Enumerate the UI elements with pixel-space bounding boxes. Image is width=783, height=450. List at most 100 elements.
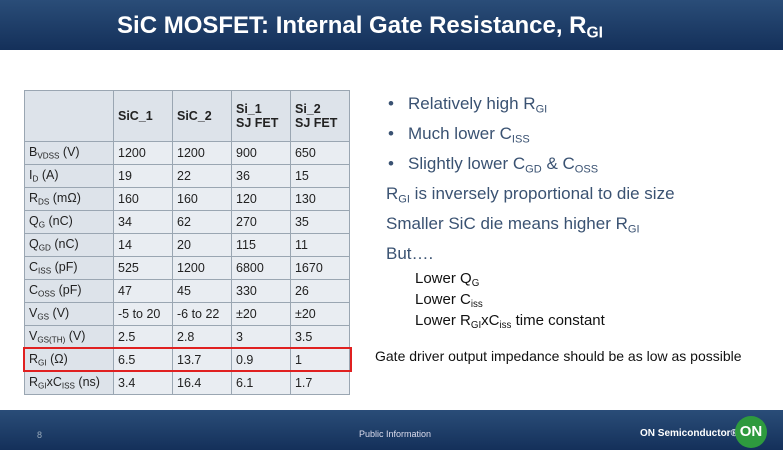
table-row: ID (A) 19 22 36 15 bbox=[24, 164, 351, 188]
sub-line: Lower QG bbox=[415, 270, 479, 289]
text: SiC MOSFET: Internal Gate Resistance, R bbox=[117, 12, 587, 39]
table-row: VGS (V) -5 to 20 -6 to 22 ±20 ±20 bbox=[24, 302, 351, 326]
text: Lower C bbox=[415, 291, 471, 308]
subscript: GD bbox=[38, 243, 51, 253]
column-header: SiC_2 bbox=[172, 90, 232, 142]
cell: -5 to 20 bbox=[113, 302, 173, 326]
company: ON Semiconductor® bbox=[640, 428, 738, 439]
note: Gate driver output impedance should be a… bbox=[375, 348, 742, 364]
subscript: DS bbox=[38, 197, 50, 207]
cell: 1200 bbox=[172, 256, 232, 280]
header-line: Si_2 bbox=[294, 102, 321, 116]
bullet: Slightly lower CGD & COSS bbox=[388, 154, 598, 175]
text: (nC) bbox=[45, 214, 73, 229]
subscript: ISS bbox=[61, 381, 75, 391]
row-label: RGIxCISS (ns) bbox=[24, 371, 114, 395]
text: Relatively high R bbox=[408, 94, 536, 113]
header-row: SiC_1 SiC_2 Si_1 SJ FET Si_2 SJ FET bbox=[24, 90, 351, 142]
cell: 2.5 bbox=[113, 325, 173, 349]
cell: 6.1 bbox=[231, 371, 291, 395]
text-run: Relatively high RGI bbox=[408, 94, 547, 115]
cell: 160 bbox=[172, 187, 232, 211]
text: R bbox=[29, 191, 39, 206]
subscript: GI bbox=[470, 319, 482, 331]
logo: ON bbox=[735, 416, 767, 448]
text: (ns) bbox=[74, 375, 100, 390]
cell: 330 bbox=[231, 279, 291, 303]
subscript: VDSS bbox=[37, 151, 60, 161]
text: V bbox=[29, 329, 38, 344]
cell: 270 bbox=[231, 210, 291, 234]
cell: 115 bbox=[231, 233, 291, 257]
header-line: SJ FET bbox=[294, 116, 338, 130]
table-row: QGD (nC) 14 20 115 11 bbox=[24, 233, 351, 257]
text: is inversely proportional to die size bbox=[409, 184, 675, 203]
table-row: BVDSS (V) 1200 1200 900 650 bbox=[24, 141, 351, 165]
cell: 26 bbox=[289, 279, 351, 303]
header-line: SiC_1 bbox=[118, 109, 153, 123]
bullet: Relatively high RGI bbox=[388, 94, 547, 115]
subscript: ISS bbox=[38, 266, 52, 276]
row-label: QG (nC) bbox=[24, 210, 114, 234]
cell: 3.4 bbox=[113, 371, 173, 395]
cell: 6.5 bbox=[113, 348, 173, 372]
cell: 650 bbox=[289, 141, 351, 165]
text: (V) bbox=[65, 329, 86, 344]
subscript: iss bbox=[499, 319, 512, 331]
cell: 16.4 bbox=[172, 371, 232, 395]
text: xC bbox=[481, 312, 500, 329]
row-label: RGI (Ω) bbox=[24, 348, 114, 372]
text: (mΩ) bbox=[49, 191, 81, 206]
header-line: SJ FET bbox=[236, 116, 279, 130]
row-label: QGD (nC) bbox=[24, 233, 114, 257]
table-row: QG (nC) 34 62 270 35 bbox=[24, 210, 351, 234]
column-header bbox=[24, 90, 114, 142]
cell: 130 bbox=[289, 187, 351, 211]
table-row: COSS (pF) 47 45 330 26 bbox=[24, 279, 351, 303]
table-row: RDS (mΩ) 160 160 120 130 bbox=[24, 187, 351, 211]
subscript: GI bbox=[398, 193, 410, 206]
row-label: VGS (V) bbox=[24, 302, 114, 326]
classification: Public Information bbox=[358, 429, 432, 439]
cell: 120 bbox=[231, 187, 291, 211]
subscript: GS bbox=[37, 312, 50, 322]
text: But…. bbox=[386, 244, 434, 263]
cell: 525 bbox=[113, 256, 173, 280]
column-header: Si_1 SJ FET bbox=[231, 90, 291, 142]
cell: 1200 bbox=[172, 141, 232, 165]
text: C bbox=[29, 260, 39, 275]
text: I bbox=[29, 168, 33, 183]
subscript: G bbox=[471, 277, 480, 289]
row-label: BVDSS (V) bbox=[24, 141, 114, 165]
text: R bbox=[29, 375, 39, 390]
subscript: OSS bbox=[574, 163, 599, 176]
row-label: ID (A) bbox=[24, 164, 114, 188]
cell: 34 bbox=[113, 210, 173, 234]
cell: 35 bbox=[289, 210, 351, 234]
cell: 14 bbox=[113, 233, 173, 257]
text: Smaller SiC die means higher R bbox=[386, 214, 628, 233]
cell: 160 bbox=[113, 187, 173, 211]
table-row: RGI (Ω) 6.5 13.7 0.9 1 bbox=[24, 348, 351, 372]
subscript: iss bbox=[470, 298, 483, 310]
text-line: Smaller SiC die means higher RGI bbox=[386, 214, 640, 235]
cell: 20 bbox=[172, 233, 232, 257]
subscript: G bbox=[38, 220, 46, 230]
text-line: RGI is inversely proportional to die siz… bbox=[386, 184, 675, 205]
column-header: Si_2 SJ FET bbox=[289, 90, 351, 142]
cell: 1200 bbox=[113, 141, 173, 165]
text: (A) bbox=[38, 168, 59, 183]
cell: 900 bbox=[231, 141, 291, 165]
column-header: SiC_1 bbox=[113, 90, 173, 142]
row-label: CISS (pF) bbox=[24, 256, 114, 280]
text: R bbox=[386, 184, 399, 203]
text: (V) bbox=[59, 145, 80, 160]
header-line: SiC_2 bbox=[177, 109, 212, 123]
cell: 15 bbox=[289, 164, 351, 188]
text: Q bbox=[29, 214, 39, 229]
title-bar bbox=[0, 0, 783, 50]
comparison-table: SiC_1 SiC_2 Si_1 SJ FET Si_2 SJ FET BVDSS (V) 1… bbox=[24, 90, 351, 395]
bullet: Much lower CISS bbox=[388, 124, 530, 145]
text: Lower Q bbox=[415, 270, 472, 287]
subscript: GI bbox=[38, 358, 47, 368]
